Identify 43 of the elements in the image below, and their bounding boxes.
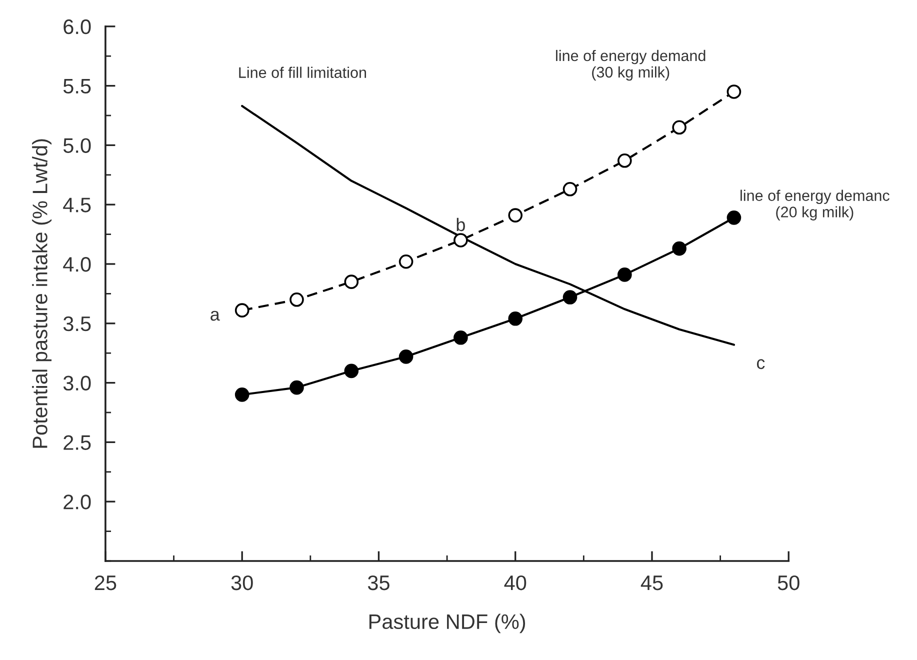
point (398, 350, 414, 364)
point (726, 84, 742, 99)
annotation: c (756, 359, 765, 370)
series-label: Line of fill limitation (239, 66, 366, 78)
point (454, 233, 468, 248)
y-axis-title: Potential pasture intake (% Lwt/d) (32, 139, 52, 448)
point (562, 182, 578, 196)
point (726, 210, 742, 225)
x-tick-label: 30 (231, 575, 253, 590)
y-tick-label: 6.0 (64, 19, 91, 34)
point (234, 303, 250, 318)
x-axis-title: Pasture NDF (%) (369, 614, 526, 634)
y-tick-label: 2.0 (64, 494, 91, 510)
point (672, 241, 686, 256)
series-label: line of energy demanc (20 kg milk) (740, 190, 890, 220)
point (508, 208, 523, 222)
y-tick-label: 4.0 (63, 257, 91, 272)
point (344, 274, 359, 289)
y-tick-label: 2.5 (64, 435, 91, 450)
y-tick-label: 5.5 (63, 79, 91, 94)
x-tick-label: 25 (94, 575, 116, 590)
point (562, 290, 578, 304)
y-tick-label: 3.0 (63, 376, 91, 391)
series-label: line of energy demand (30 kg milk) (556, 50, 706, 81)
annotation: b (456, 218, 465, 232)
point (234, 388, 250, 402)
x-tick-label: 50 (778, 575, 800, 590)
point (508, 311, 523, 326)
point (618, 153, 632, 168)
x-tick-label: 45 (640, 576, 663, 590)
x-tick-label: 40 (504, 575, 526, 590)
y-tick-label: 4.5 (63, 198, 91, 212)
y-tick-label: 5.0 (63, 138, 91, 153)
point (290, 380, 304, 395)
point (344, 364, 359, 378)
annotation: a (210, 310, 220, 321)
point (290, 292, 304, 307)
y-tick-label: 3.5 (63, 316, 91, 332)
point (454, 330, 468, 345)
point (618, 268, 632, 282)
point (398, 254, 414, 269)
point (672, 120, 686, 135)
x-tick-label: 35 (368, 575, 390, 590)
